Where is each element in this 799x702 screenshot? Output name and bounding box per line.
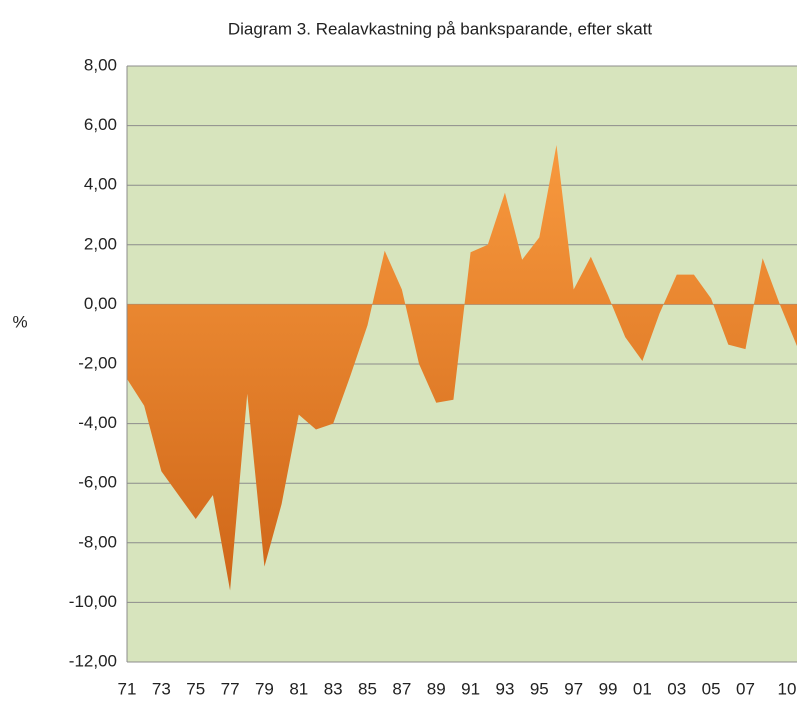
x-tick-label: 91 xyxy=(461,679,480,698)
x-tick-label: 81 xyxy=(289,679,308,698)
chart-title: Diagram 3. Realavkastning på banksparand… xyxy=(228,19,653,38)
x-tick-label: 97 xyxy=(564,679,583,698)
y-tick-label: -2,00 xyxy=(78,353,117,372)
x-tick-label: 77 xyxy=(221,679,240,698)
x-tick-label: 99 xyxy=(599,679,618,698)
y-tick-label: 2,00 xyxy=(84,234,117,253)
area xyxy=(127,144,797,591)
x-tick-label: 89 xyxy=(427,679,446,698)
y-axis-label: % xyxy=(12,312,27,331)
x-tick-label: 71 xyxy=(118,679,137,698)
x-tick-label: 93 xyxy=(495,679,514,698)
y-tick-label: -4,00 xyxy=(78,413,117,432)
y-tick-label: -10,00 xyxy=(69,592,117,611)
x-tick-label: 03 xyxy=(667,679,686,698)
y-tick-label: 0,00 xyxy=(84,294,117,313)
x-tick-label: 79 xyxy=(255,679,274,698)
x-tick-label: 83 xyxy=(324,679,343,698)
x-tick-label: 85 xyxy=(358,679,377,698)
y-tick-label: -8,00 xyxy=(78,532,117,551)
x-tick-label: 73 xyxy=(152,679,171,698)
x-tick-label: 07 xyxy=(736,679,755,698)
y-tick-label: 4,00 xyxy=(84,175,117,194)
y-tick-label: -6,00 xyxy=(78,473,117,492)
x-tick-label: 01 xyxy=(633,679,652,698)
y-tick-label: -12,00 xyxy=(69,651,117,670)
x-tick-label: 87 xyxy=(392,679,411,698)
y-tick-label: 6,00 xyxy=(84,115,117,134)
x-tick-label: 10 xyxy=(778,679,797,698)
x-tick-label: 05 xyxy=(702,679,721,698)
x-tick-label: 75 xyxy=(186,679,205,698)
x-tick-label: 95 xyxy=(530,679,549,698)
y-tick-label: 8,00 xyxy=(84,55,117,74)
